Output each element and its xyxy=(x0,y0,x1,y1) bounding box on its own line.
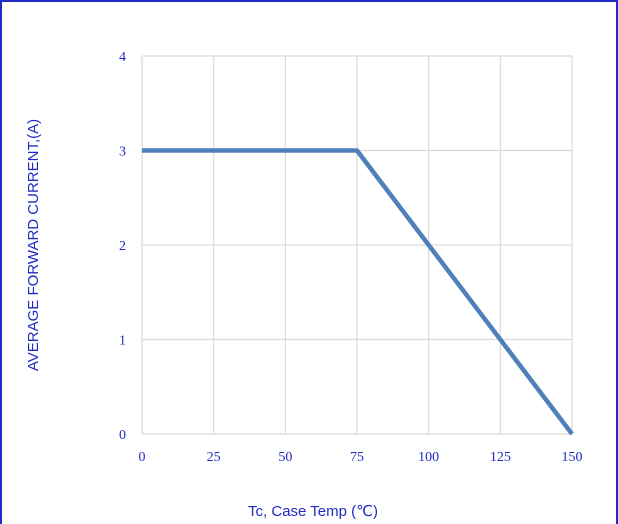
x-tick-label: 75 xyxy=(350,450,364,465)
x-tick-label: 125 xyxy=(490,450,511,465)
x-tick-label: 50 xyxy=(278,450,292,465)
y-tick-label: 3 xyxy=(119,145,126,160)
y-tick-label: 0 xyxy=(119,428,126,443)
x-tick-label: 0 xyxy=(139,450,146,465)
grid-lines xyxy=(141,55,573,435)
x-tick-label: 25 xyxy=(207,450,221,465)
y-tick-labels: 0 1 2 3 4 xyxy=(119,50,126,443)
x-tick-labels: 0 25 50 75 100 125 150 xyxy=(139,450,583,465)
y-tick-label: 4 xyxy=(119,50,126,65)
y-axis-title: AVERAGE FORWARD CURRENT,(A) xyxy=(25,119,42,371)
x-axis-title: Tc, Case Temp (℃) xyxy=(248,503,378,520)
x-tick-label: 100 xyxy=(418,450,439,465)
series-line xyxy=(142,148,574,436)
x-tick-label: 150 xyxy=(562,450,583,465)
y-tick-label: 2 xyxy=(119,239,126,254)
series-group xyxy=(142,148,574,436)
y-tick-label: 1 xyxy=(119,334,126,349)
